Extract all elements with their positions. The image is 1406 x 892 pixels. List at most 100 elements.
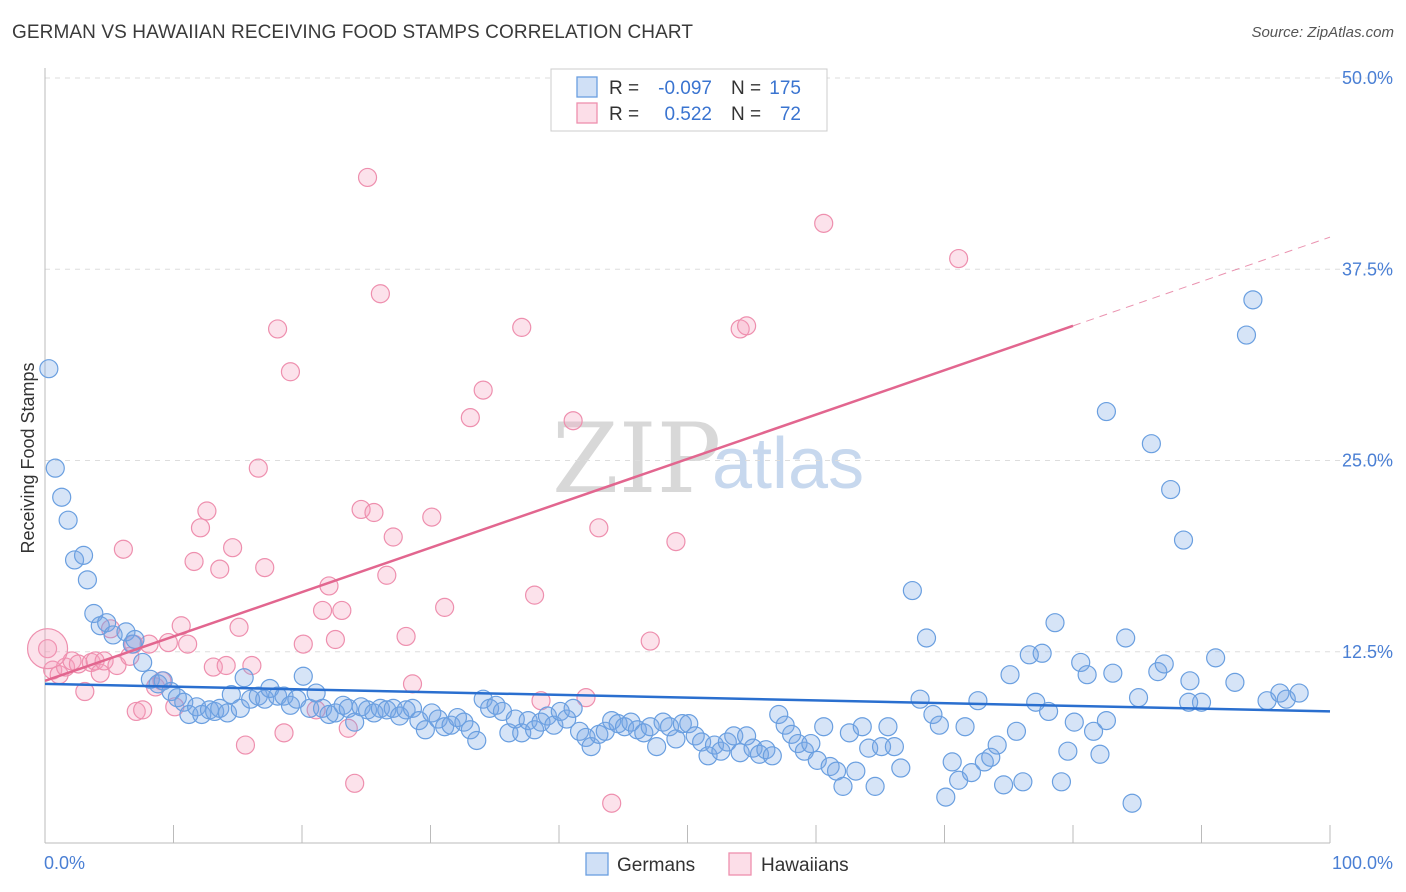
hawaiian-point xyxy=(383,527,403,547)
legend-n-label-hawaiian: N = xyxy=(731,104,761,125)
german-point xyxy=(814,717,834,737)
y-tick-label: 50.0% xyxy=(1342,68,1393,88)
x-tick-label-0: 0.0% xyxy=(44,853,85,873)
german-point xyxy=(981,747,1001,767)
hawaiian-point xyxy=(814,213,834,233)
legend-swatch-hawaiian xyxy=(576,102,598,124)
german-point xyxy=(961,763,982,783)
german-point xyxy=(1045,613,1065,633)
german-point xyxy=(1206,648,1226,668)
hawaiian-point xyxy=(267,319,288,339)
german-point xyxy=(45,458,65,478)
german-point xyxy=(52,487,72,507)
y-tick-label: 37.5% xyxy=(1342,259,1393,279)
german-point xyxy=(1180,671,1200,691)
german-point xyxy=(73,545,94,565)
hawaiian-point xyxy=(274,723,294,743)
german-point xyxy=(1148,662,1168,682)
hawaiian-point xyxy=(37,639,58,659)
hawaiian-point xyxy=(563,411,583,431)
german-point xyxy=(801,733,821,754)
chart-title: GERMAN VS HAWAIIAN RECEIVING FOOD STAMPS… xyxy=(12,22,694,43)
bottom-legend-hawaiian: Hawaiians xyxy=(761,855,849,876)
german-point xyxy=(640,717,660,737)
german-point xyxy=(936,787,956,807)
bottom-legend: Germans Hawaiians xyxy=(585,852,849,876)
german-point xyxy=(557,709,577,729)
german-point xyxy=(97,613,117,633)
german-trend-line xyxy=(44,682,1331,713)
hawaiian-point xyxy=(435,597,455,617)
hawaiian-point xyxy=(402,674,423,694)
german-point xyxy=(1128,688,1149,708)
german-point xyxy=(968,691,988,711)
german-point xyxy=(1236,325,1257,345)
german-points xyxy=(39,290,1309,813)
hawaiian-point xyxy=(737,316,757,336)
german-point xyxy=(1243,290,1263,310)
gridlines xyxy=(45,77,1392,653)
german-point xyxy=(1038,701,1059,722)
german-point xyxy=(1225,672,1245,692)
german-point xyxy=(396,700,416,720)
hawaiian-point xyxy=(666,531,686,552)
german-point xyxy=(64,550,85,570)
hawaiian-point xyxy=(216,655,236,676)
y-tick-label: 12.5% xyxy=(1342,642,1393,662)
hawaiian-point xyxy=(235,735,256,755)
german-point xyxy=(524,720,545,740)
hawaiian-point xyxy=(197,501,217,521)
hawaiian-point xyxy=(210,559,230,579)
hawaiian-point xyxy=(242,655,262,676)
hawaiian-point xyxy=(589,518,609,538)
german-point xyxy=(929,715,949,735)
german-point xyxy=(833,776,853,796)
german-point xyxy=(621,712,641,732)
german-point xyxy=(467,730,487,751)
german-point xyxy=(319,704,339,725)
german-point xyxy=(1058,741,1078,761)
hawaiian-point xyxy=(293,634,313,654)
german-point xyxy=(402,698,423,718)
bottom-legend-swatch-german xyxy=(585,852,609,876)
legend-n-label-german: N = xyxy=(731,78,761,99)
hawaiian-point xyxy=(396,626,416,647)
german-point xyxy=(293,666,313,686)
german-point xyxy=(737,726,757,746)
german-point xyxy=(846,761,866,781)
legend-n-value-hawaiian: 72 xyxy=(780,104,801,125)
legend: R = -0.097 N = 175 R = 0.522 N = 72 xyxy=(550,68,828,132)
hawaiian-point xyxy=(178,634,198,654)
german-point xyxy=(1179,692,1199,712)
hawaiian-point xyxy=(306,700,326,720)
x-tick-label-100: 100.0% xyxy=(1332,853,1393,873)
german-point xyxy=(1000,665,1020,685)
german-point xyxy=(133,652,153,673)
x-axis-ticks xyxy=(44,825,1331,843)
german-point xyxy=(1006,721,1027,741)
german-point xyxy=(878,717,898,737)
german-point xyxy=(581,737,601,757)
german-point xyxy=(852,717,872,737)
y-axis-title: Receiving Food Stamps xyxy=(18,362,38,553)
german-point xyxy=(125,629,145,650)
german-point xyxy=(77,570,98,590)
german-point xyxy=(730,743,750,763)
german-point xyxy=(1032,643,1052,663)
german-point xyxy=(174,692,194,712)
german-point xyxy=(647,737,667,757)
hawaiian-point xyxy=(602,793,622,813)
german-point xyxy=(1083,721,1104,741)
german-point xyxy=(1096,401,1117,422)
hawaiian-point xyxy=(248,458,268,478)
y-tick-label: 25.0% xyxy=(1342,451,1393,471)
hawaiian-point xyxy=(325,629,346,650)
y-tick-labels: 12.5% 25.0% 37.5% 50.0% xyxy=(1342,68,1393,662)
german-point xyxy=(916,628,937,648)
hawaiian-point xyxy=(229,617,249,637)
german-point xyxy=(698,746,718,766)
hawaiian-point xyxy=(133,700,153,720)
german-point xyxy=(884,737,904,757)
german-point xyxy=(672,714,692,734)
german-point xyxy=(563,698,583,718)
